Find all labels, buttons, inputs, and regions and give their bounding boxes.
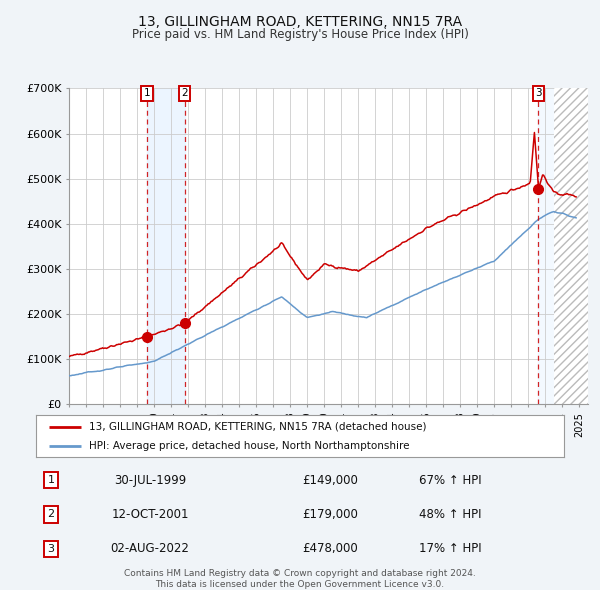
Text: 17% ↑ HPI: 17% ↑ HPI xyxy=(419,542,481,555)
Text: 2: 2 xyxy=(47,510,55,519)
Text: 3: 3 xyxy=(47,544,55,553)
Text: HPI: Average price, detached house, North Northamptonshire: HPI: Average price, detached house, Nort… xyxy=(89,441,409,451)
Text: 3: 3 xyxy=(535,88,542,99)
Text: Contains HM Land Registry data © Crown copyright and database right 2024.: Contains HM Land Registry data © Crown c… xyxy=(124,569,476,578)
Text: £179,000: £179,000 xyxy=(302,508,358,521)
Text: 13, GILLINGHAM ROAD, KETTERING, NN15 7RA: 13, GILLINGHAM ROAD, KETTERING, NN15 7RA xyxy=(138,15,462,29)
Text: 12-OCT-2001: 12-OCT-2001 xyxy=(111,508,189,521)
Bar xyxy=(538,88,588,404)
Text: 67% ↑ HPI: 67% ↑ HPI xyxy=(419,474,481,487)
Text: £149,000: £149,000 xyxy=(302,474,358,487)
Bar xyxy=(554,88,588,404)
Text: 02-AUG-2022: 02-AUG-2022 xyxy=(110,542,190,555)
Bar xyxy=(147,88,185,404)
Text: 30-JUL-1999: 30-JUL-1999 xyxy=(114,474,186,487)
Text: This data is licensed under the Open Government Licence v3.0.: This data is licensed under the Open Gov… xyxy=(155,579,445,589)
Text: 2: 2 xyxy=(181,88,188,99)
Text: £478,000: £478,000 xyxy=(302,542,358,555)
Bar xyxy=(554,88,588,404)
Text: 48% ↑ HPI: 48% ↑ HPI xyxy=(419,508,481,521)
Text: 1: 1 xyxy=(47,476,55,485)
Text: Price paid vs. HM Land Registry's House Price Index (HPI): Price paid vs. HM Land Registry's House … xyxy=(131,28,469,41)
Text: 1: 1 xyxy=(143,88,150,99)
Text: 13, GILLINGHAM ROAD, KETTERING, NN15 7RA (detached house): 13, GILLINGHAM ROAD, KETTERING, NN15 7RA… xyxy=(89,422,426,432)
